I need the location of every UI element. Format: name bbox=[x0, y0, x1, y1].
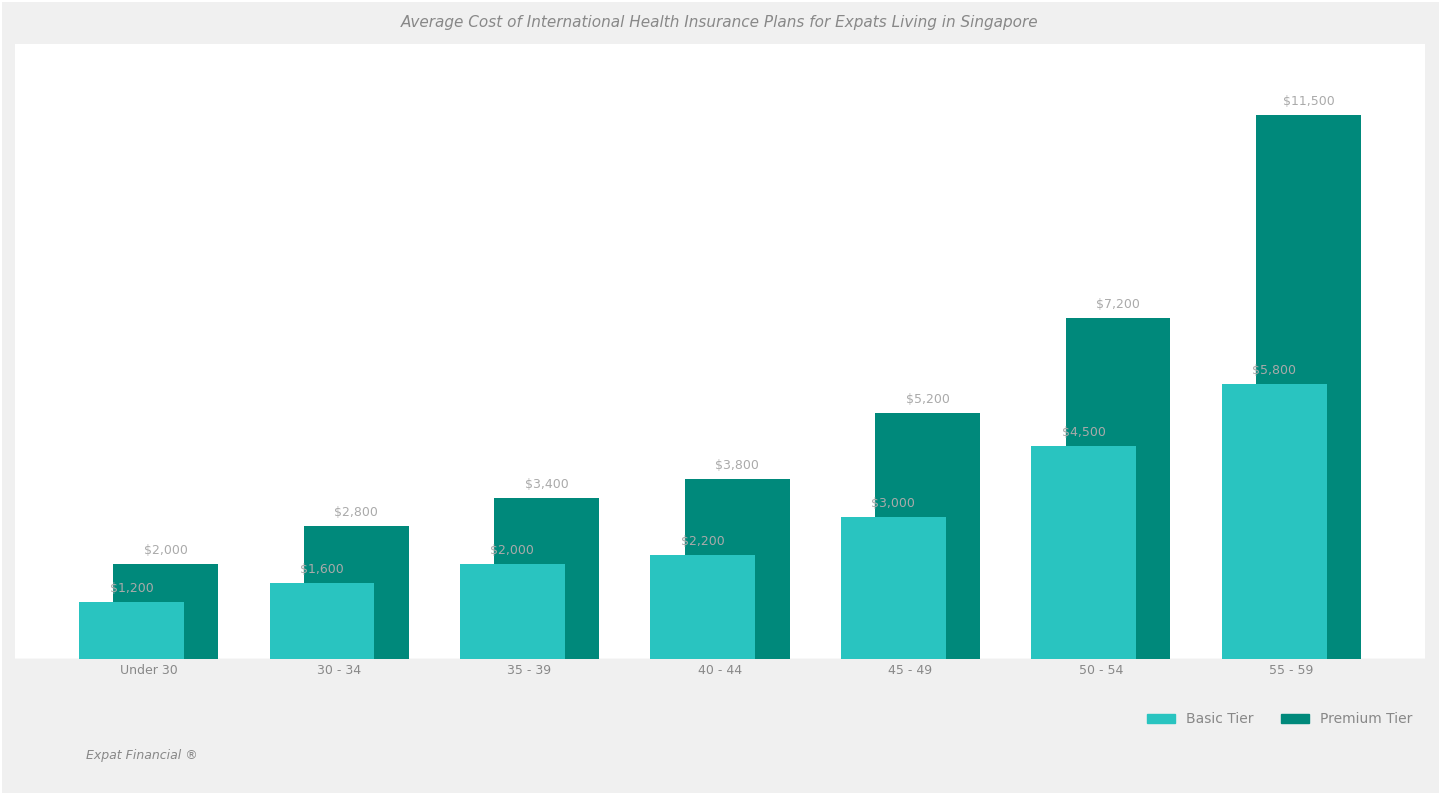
Text: Expat Financial ®: Expat Financial ® bbox=[86, 750, 199, 762]
Text: $3,000: $3,000 bbox=[871, 497, 916, 510]
Bar bbox=[651, 555, 755, 659]
Text: $2,000: $2,000 bbox=[491, 544, 534, 557]
Bar bbox=[269, 583, 374, 659]
Text: $5,200: $5,200 bbox=[906, 393, 949, 406]
Text: $1,200: $1,200 bbox=[109, 582, 153, 595]
Text: $2,200: $2,200 bbox=[681, 534, 724, 548]
Text: $3,800: $3,800 bbox=[716, 459, 759, 472]
Bar bbox=[1256, 114, 1361, 659]
Title: Average Cost of International Health Insurance Plans for Expats Living in Singap: Average Cost of International Health Ins… bbox=[402, 15, 1038, 30]
Bar bbox=[114, 565, 217, 659]
Text: $11,500: $11,500 bbox=[1283, 94, 1335, 107]
Bar bbox=[1031, 446, 1136, 659]
Text: $2,000: $2,000 bbox=[144, 544, 187, 557]
Text: $3,400: $3,400 bbox=[524, 478, 569, 491]
Text: $4,500: $4,500 bbox=[1061, 426, 1106, 439]
Bar bbox=[876, 413, 981, 659]
Bar bbox=[304, 526, 409, 659]
Text: $2,800: $2,800 bbox=[334, 507, 379, 519]
Text: $7,200: $7,200 bbox=[1096, 298, 1140, 311]
Bar bbox=[494, 498, 599, 659]
Bar bbox=[79, 602, 184, 659]
Legend: Basic Tier, Premium Tier: Basic Tier, Premium Tier bbox=[1142, 707, 1418, 732]
Bar bbox=[1223, 384, 1326, 659]
Text: $5,800: $5,800 bbox=[1253, 364, 1296, 377]
Bar bbox=[685, 479, 789, 659]
Bar bbox=[459, 565, 564, 659]
Bar bbox=[841, 517, 946, 659]
Bar bbox=[1066, 318, 1171, 659]
Text: $1,600: $1,600 bbox=[300, 563, 344, 576]
